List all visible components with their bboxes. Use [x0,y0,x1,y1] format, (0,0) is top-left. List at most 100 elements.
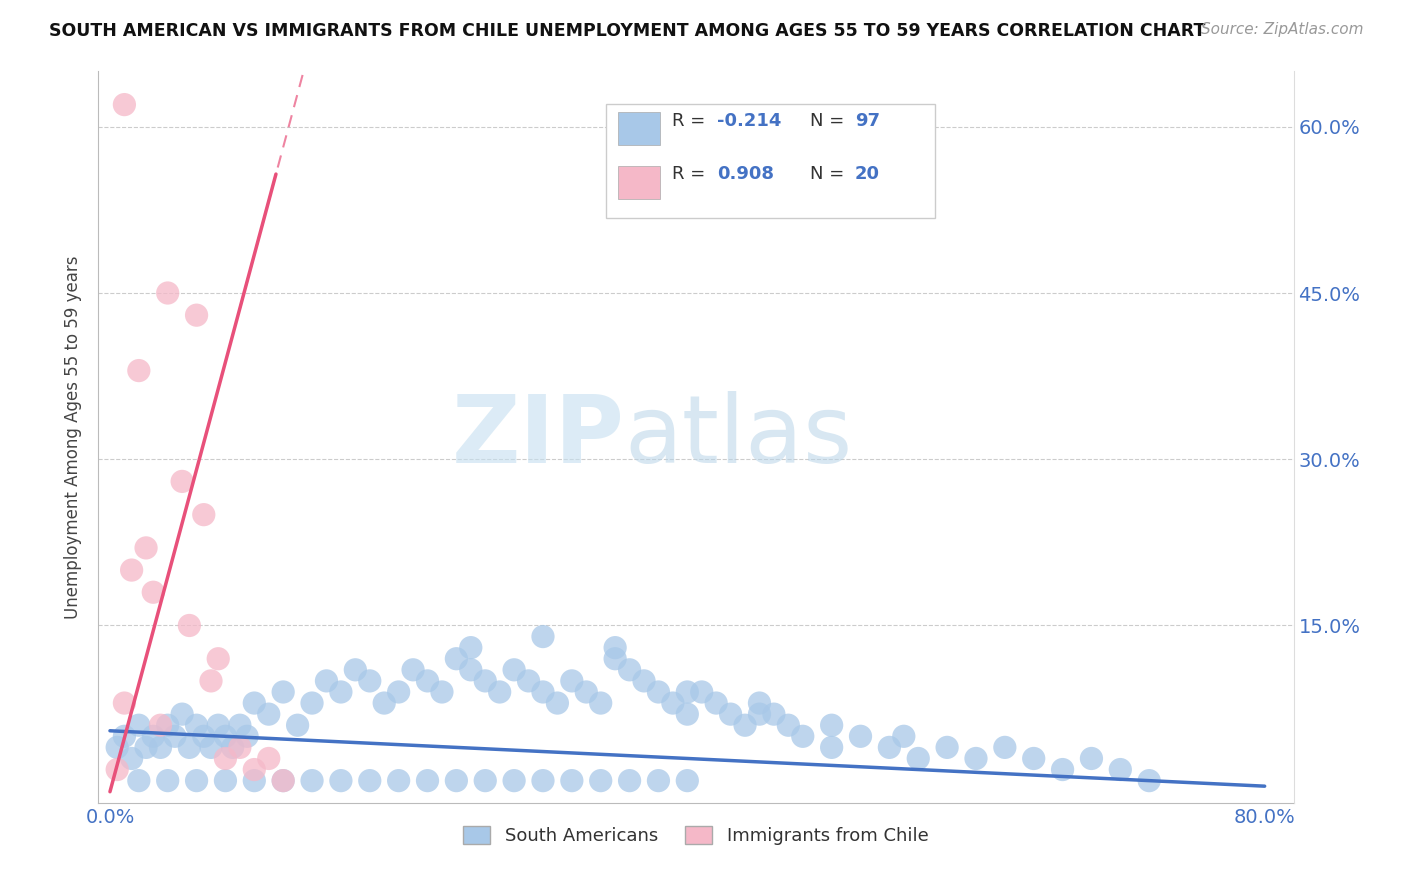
Point [149,718,172,732]
FancyBboxPatch shape [606,104,935,218]
Text: 20: 20 [855,165,880,183]
Point [907,751,929,765]
Point [589,696,612,710]
Text: R =: R = [672,112,711,129]
Point [778,718,800,732]
Point [105,740,128,755]
Point [446,651,468,665]
Point [179,740,201,755]
Point [344,663,367,677]
Point [517,673,540,688]
Text: Source: ZipAtlas.com: Source: ZipAtlas.com [1201,22,1364,37]
Point [121,563,143,577]
Text: R =: R = [672,165,711,183]
Point [792,729,814,743]
Point [430,685,453,699]
Point [142,585,165,599]
Point [243,696,266,710]
Point [388,773,411,788]
Point [200,740,222,755]
Point [1109,763,1132,777]
Point [156,718,179,732]
Point [172,707,194,722]
Point [676,685,699,699]
Point [820,718,842,732]
Point [359,773,381,788]
Point [112,729,135,743]
Text: N =: N = [810,112,849,129]
Point [156,285,179,300]
Point [690,685,713,699]
Point [135,541,157,555]
Point [257,751,280,765]
Point [1080,751,1102,765]
Text: N =: N = [810,165,849,183]
Point [229,718,252,732]
Point [221,740,243,755]
Text: -0.214: -0.214 [717,112,782,129]
Point [236,729,259,743]
Point [605,640,627,655]
Point [207,651,229,665]
Point [135,740,157,755]
Text: SOUTH AMERICAN VS IMMIGRANTS FROM CHILE UNEMPLOYMENT AMONG AGES 55 TO 59 YEARS C: SOUTH AMERICAN VS IMMIGRANTS FROM CHILE … [49,22,1205,40]
Point [243,773,266,788]
Point [388,685,411,699]
Point [1137,773,1160,788]
Point [503,663,526,677]
Point [633,673,655,688]
Point [172,475,194,489]
Point [416,773,439,788]
Point [647,685,669,699]
Point [149,740,172,755]
Y-axis label: Unemployment Among Ages 55 to 59 years: Unemployment Among Ages 55 to 59 years [65,255,83,619]
Point [994,740,1017,755]
Point [561,673,583,688]
Point [619,663,641,677]
FancyBboxPatch shape [619,167,661,200]
Point [416,673,439,688]
Text: atlas: atlas [624,391,852,483]
Point [214,729,236,743]
Point [373,696,395,710]
Point [402,663,425,677]
Point [257,707,280,722]
Point [460,663,482,677]
Point [820,740,842,755]
Point [748,707,770,722]
Point [193,508,215,522]
Point [575,685,598,699]
Point [193,729,215,743]
Point [329,685,352,699]
Point [163,729,186,743]
Text: 0.908: 0.908 [717,165,775,183]
Point [359,673,381,688]
FancyBboxPatch shape [619,112,661,145]
Point [589,773,612,788]
Point [207,718,229,732]
Point [531,630,554,644]
Point [121,751,143,765]
Point [112,696,135,710]
Point [734,718,756,732]
Point [271,685,294,699]
Point [474,773,496,788]
Point [647,773,669,788]
Point [186,718,208,732]
Point [179,618,201,632]
Point [271,773,294,788]
Legend: South Americans, Immigrants from Chile: South Americans, Immigrants from Chile [456,819,936,852]
Point [460,640,482,655]
Point [301,773,323,788]
Point [704,696,727,710]
Point [936,740,959,755]
Point [619,773,641,788]
Point [128,363,150,377]
Point [720,707,742,722]
Point [271,773,294,788]
Point [531,685,554,699]
Point [156,773,179,788]
Point [229,740,252,755]
Point [243,763,266,777]
Point [676,773,699,788]
